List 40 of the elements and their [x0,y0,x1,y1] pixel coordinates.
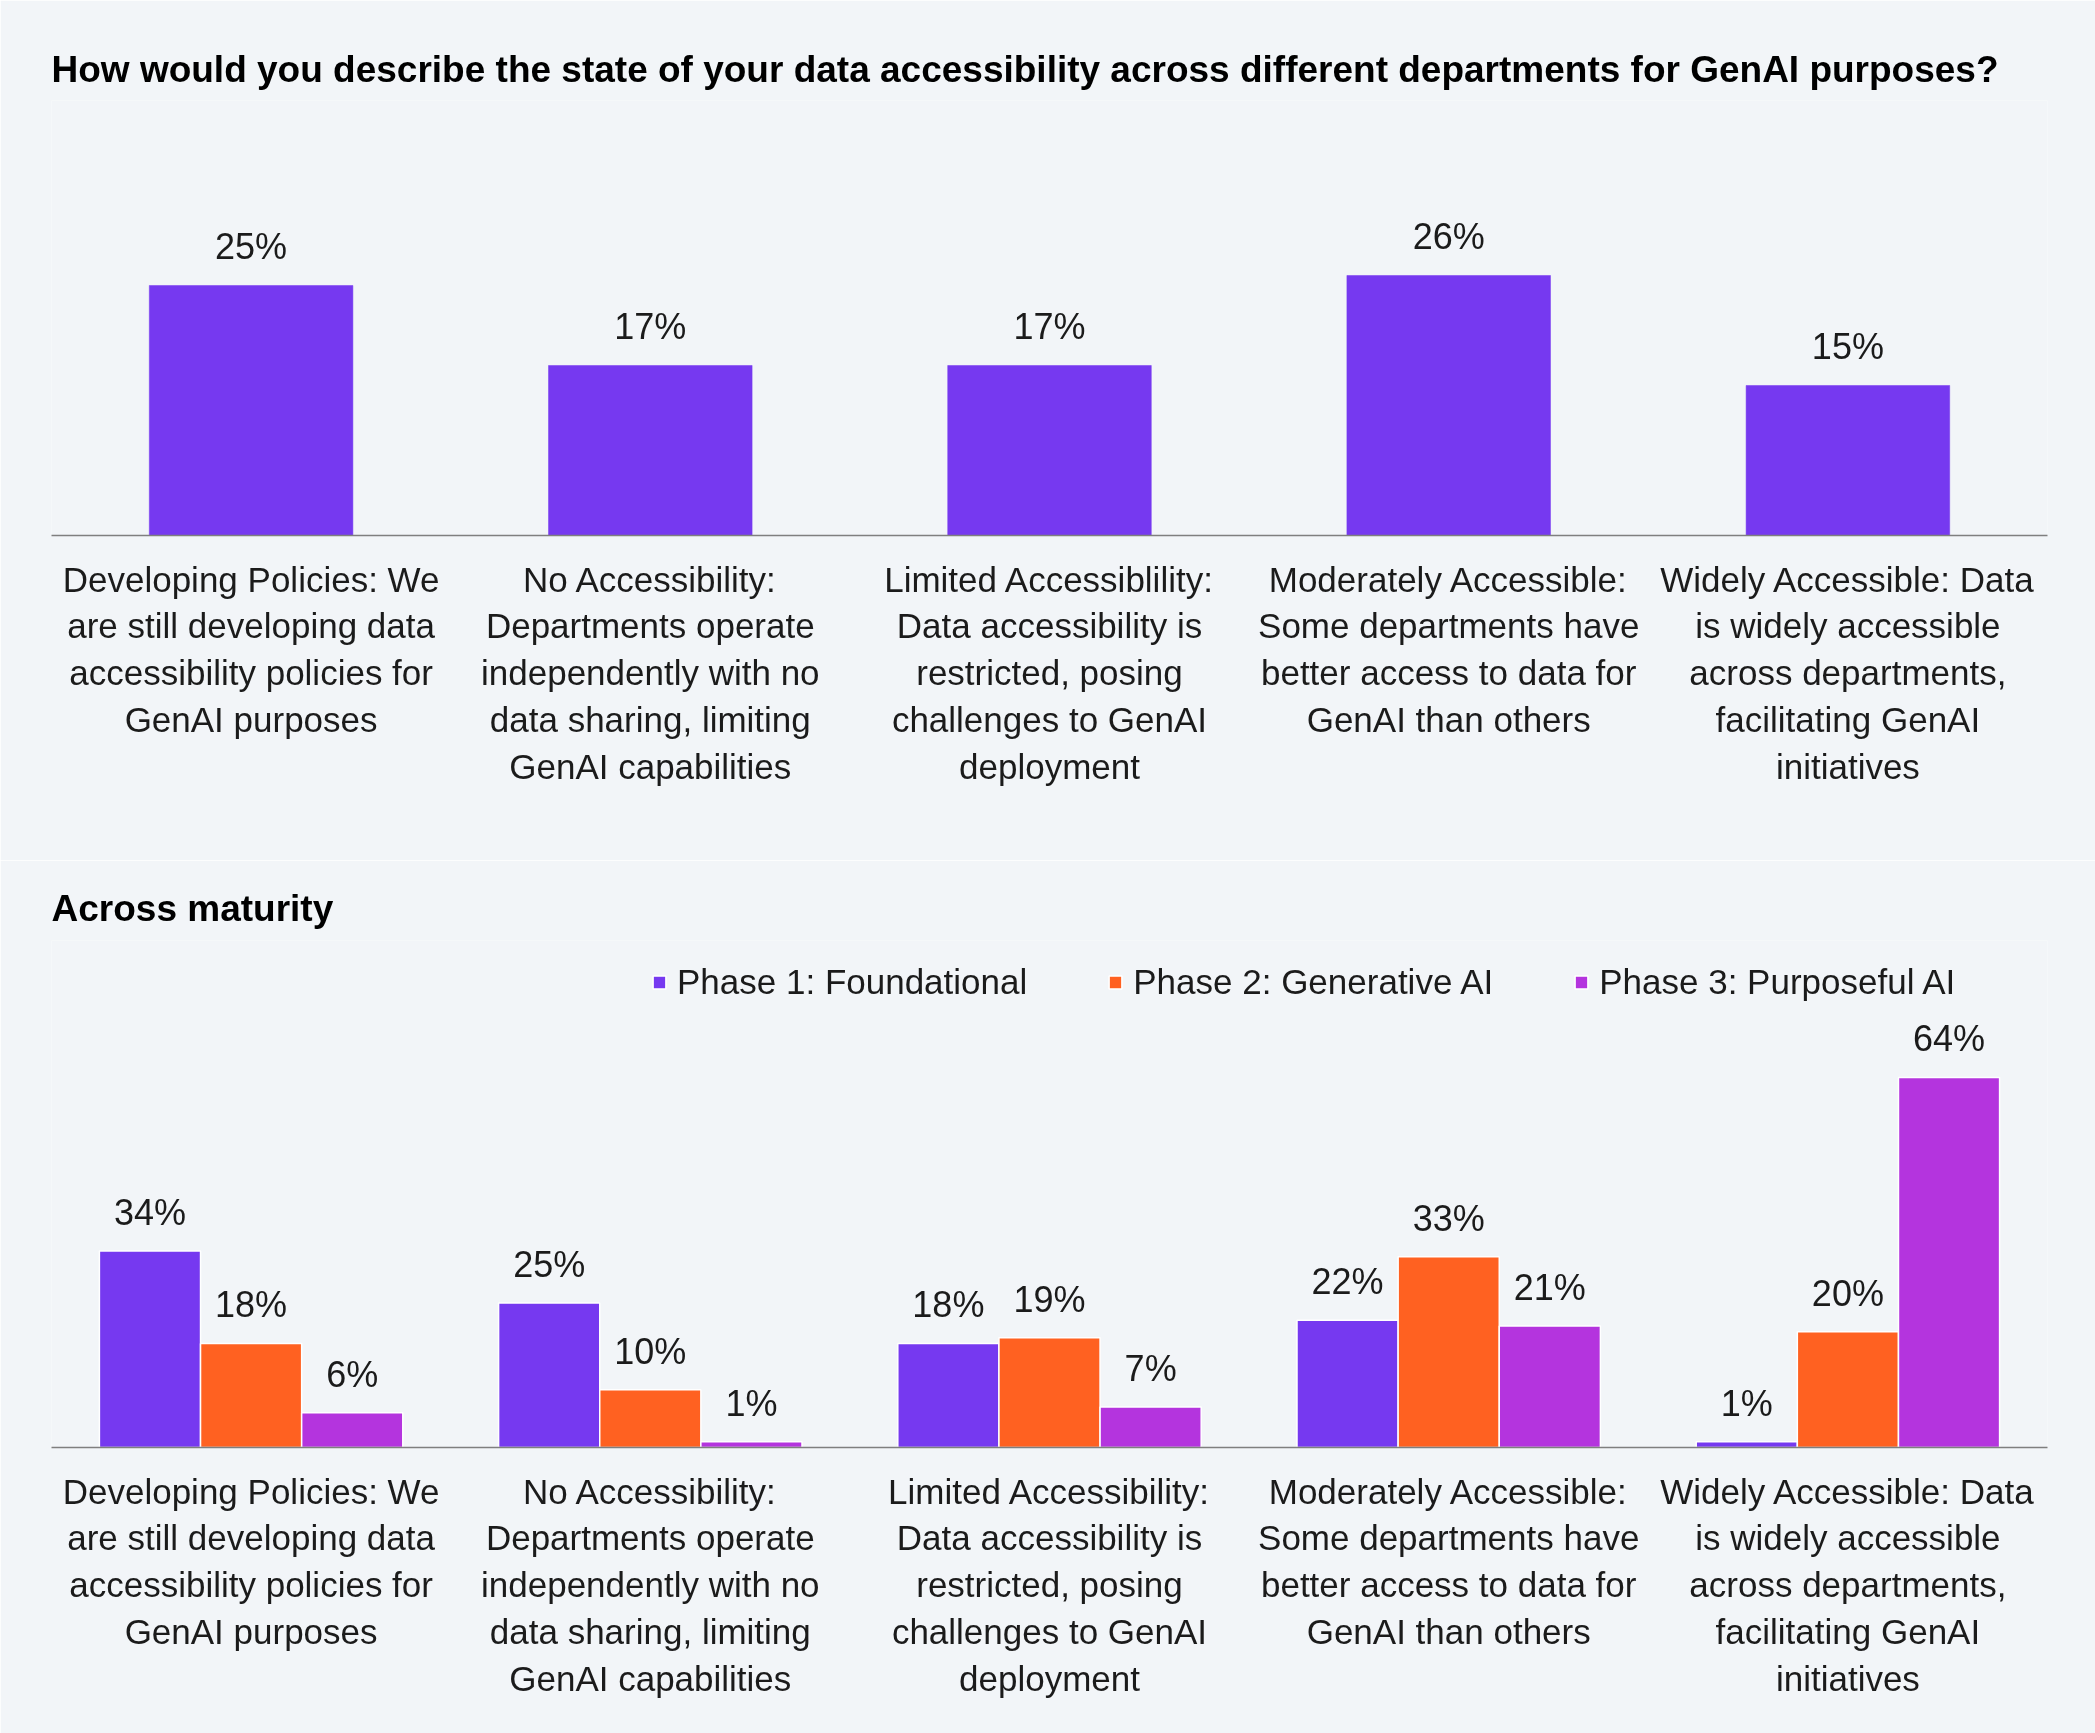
legend-label: Phase 2: Generative AI [1133,962,1494,1002]
data-label: 7% [1124,1348,1177,1390]
data-label: 20% [1811,1272,1884,1314]
chart-title: Across maturity [51,887,334,929]
x-tick-label: No Accessibility: Departments operate independently with no data sharing, limiting GenAI capabilities [481,1471,820,1698]
bar [149,285,354,536]
data-label: 18% [215,1284,288,1326]
legend-label: Phase 1: Foundational [677,962,1028,1002]
data-label: 6% [326,1353,379,1395]
data-label: 34% [113,1191,187,1233]
data-label: 17% [614,306,687,348]
data-label: 1% [725,1382,778,1424]
bar [548,365,753,536]
data-label: 26% [1412,216,1485,258]
data-label: 17% [1013,306,1086,348]
data-label: 33% [1412,1197,1485,1239]
data-label: 22% [1311,1261,1384,1303]
data-label: 10% [614,1330,687,1372]
chart-title: How would you describe the state of your data accessibility across different departments for GenAI purposes? [51,48,1999,90]
bar [947,365,1152,536]
bar [1745,385,1950,536]
data-label: 64% [1913,1018,1986,1060]
data-label: 1% [1720,1382,1773,1424]
data-label: 25% [215,226,288,268]
x-tick-label: Widely Accessible: Data is widely accessible across departments, facilitating GenAI initiatives [1660,559,2035,786]
x-tick-label: Moderately Accessible: Some departments have better access to data for GenAI than others [1258,1471,1640,1651]
x-tick-label: Developing Policies: We are still developing data accessibility policies for GenAI purposes [62,1471,440,1651]
x-tick-label: Limited Accessibility: Data accessibility is restricted, posing challenges to GenAI deployment [888,1471,1210,1698]
x-tick-label: Developing Policies: We are still developing data accessibility policies for GenAI purposes [62,559,440,739]
data-label: 19% [1013,1278,1086,1320]
data-label: 21% [1513,1267,1586,1309]
x-tick-label: Moderately Accessible: Some departments have better access to data for GenAI than others [1258,559,1640,739]
legend-label: Phase 3: Purposeful AI [1599,962,1956,1002]
x-tick-label: No Accessibility: Departments operate independently with no data sharing, limiting GenAI capabilities [481,559,820,786]
bar [1346,275,1551,536]
x-tick-label: Widely Accessible: Data is widely accessible across departments, facilitating GenAI initiatives [1660,1471,2035,1698]
data-label: 25% [513,1243,586,1285]
data-label: 18% [912,1284,985,1326]
x-tick-label: Limited Accessiblility: Data accessibility is restricted, posing challenges to GenAI deployment [884,559,1213,786]
data-label: 15% [1811,326,1884,368]
